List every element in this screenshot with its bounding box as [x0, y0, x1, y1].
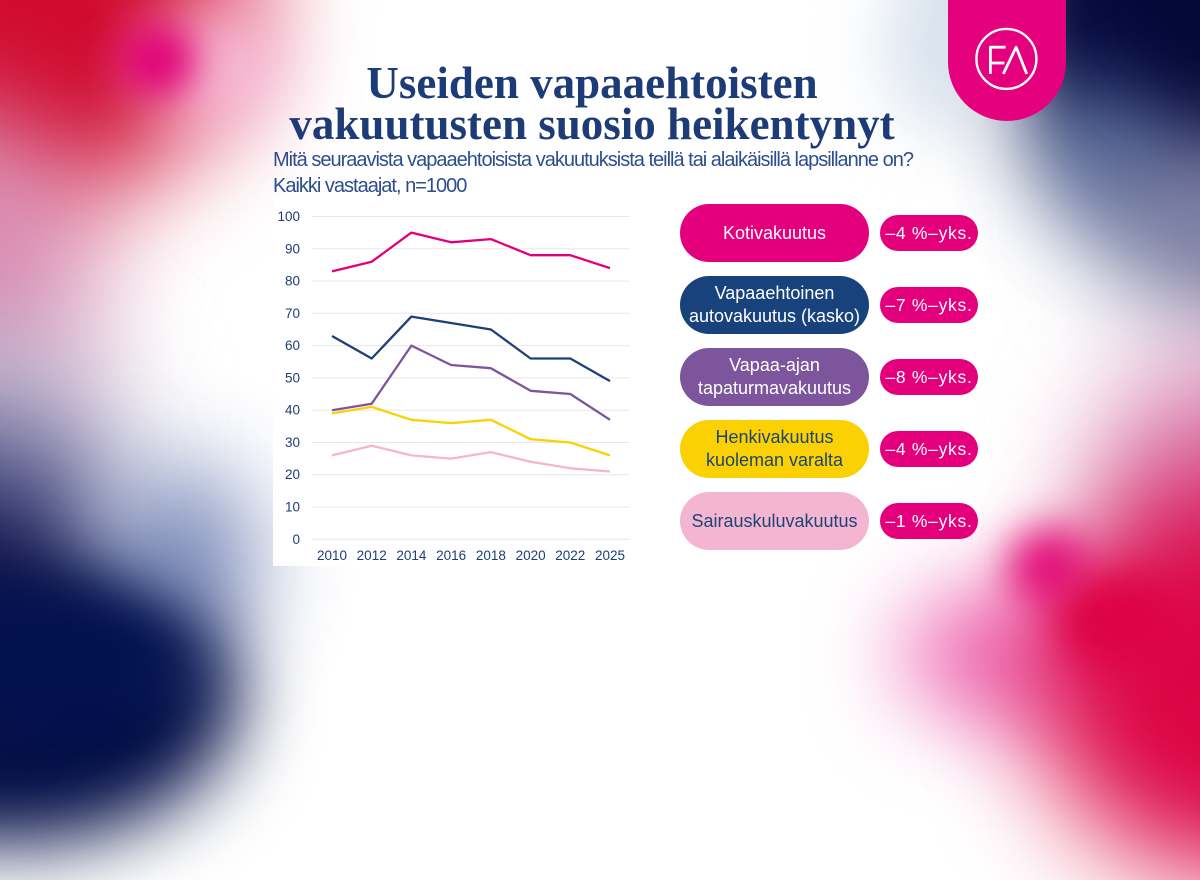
svg-text:90: 90 — [285, 241, 300, 256]
svg-text:10: 10 — [285, 500, 300, 515]
svg-text:80: 80 — [285, 274, 300, 289]
svg-text:2014: 2014 — [396, 548, 427, 563]
svg-text:0: 0 — [292, 532, 300, 547]
svg-text:2020: 2020 — [516, 548, 546, 563]
svg-text:2012: 2012 — [357, 548, 387, 563]
svg-text:2018: 2018 — [476, 548, 506, 563]
svg-text:20: 20 — [285, 467, 300, 482]
svg-text:70: 70 — [285, 306, 300, 321]
svg-text:60: 60 — [285, 338, 300, 353]
svg-text:2016: 2016 — [436, 548, 466, 563]
svg-text:100: 100 — [277, 209, 300, 224]
svg-text:2010: 2010 — [317, 548, 347, 563]
svg-text:2025: 2025 — [595, 548, 625, 563]
svg-text:2022: 2022 — [555, 548, 585, 563]
svg-text:40: 40 — [285, 403, 300, 418]
svg-text:50: 50 — [285, 370, 300, 385]
svg-text:30: 30 — [285, 435, 300, 450]
